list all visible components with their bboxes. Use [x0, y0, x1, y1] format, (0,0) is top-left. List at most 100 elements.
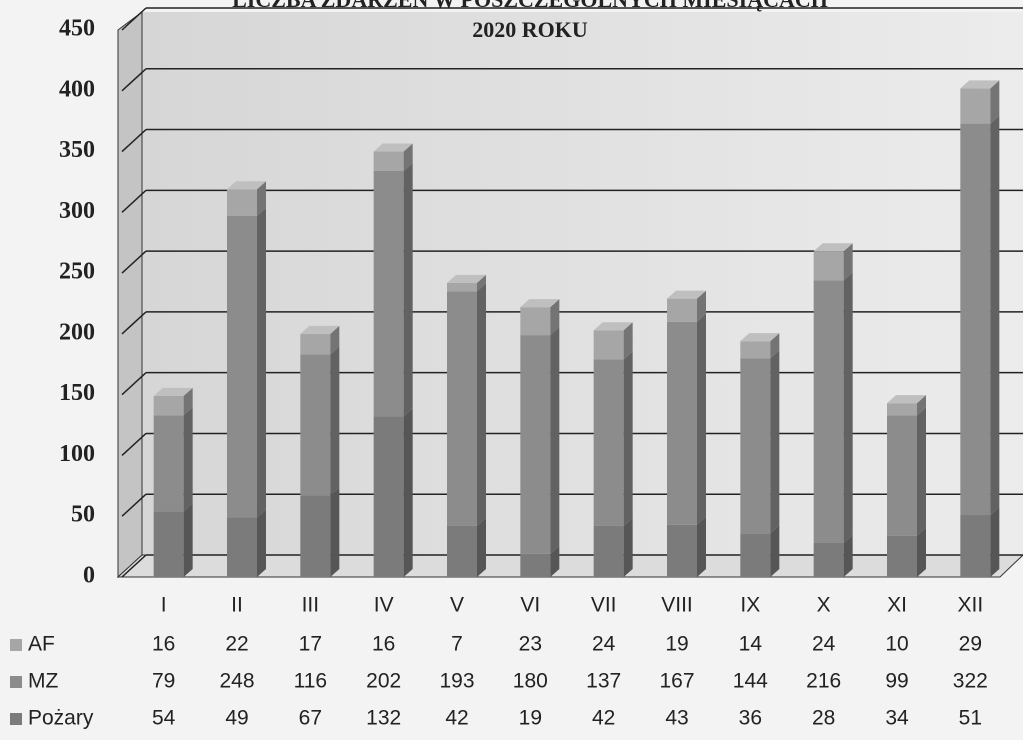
bar	[667, 321, 697, 525]
bar-top	[960, 80, 1000, 89]
table-cell: 137	[586, 670, 621, 693]
bar-side	[330, 346, 340, 496]
table-cell: 99	[885, 670, 908, 693]
bar-side	[623, 351, 633, 526]
table-cell: 49	[225, 707, 248, 730]
bar-side	[990, 80, 1000, 124]
bar	[300, 495, 331, 577]
x-tick-label: VII	[591, 594, 617, 617]
x-tick-label: I	[161, 594, 167, 617]
bar-side	[550, 545, 560, 577]
bar-side	[917, 527, 926, 577]
bar-side	[477, 517, 486, 577]
y-tick-label: 450	[59, 16, 95, 42]
y-tick-label: 350	[59, 137, 95, 163]
y-tick-label: 50	[71, 502, 95, 528]
table-cell: 16	[372, 633, 395, 656]
table-cell: 14	[739, 633, 763, 656]
x-tick-label: IV	[374, 594, 394, 617]
bar-side	[697, 516, 706, 577]
bar	[153, 395, 184, 416]
bar-side	[697, 290, 706, 322]
bar-top	[593, 322, 633, 331]
table-cell: 19	[665, 633, 688, 656]
bar	[887, 403, 917, 416]
y-tick-label: 100	[59, 441, 95, 467]
bar	[227, 189, 257, 216]
bar-side	[403, 163, 413, 417]
bar-top	[300, 325, 340, 334]
y-tick-label: 0	[83, 563, 95, 589]
bar-top	[153, 387, 193, 396]
table-cell: 24	[592, 633, 616, 656]
bar-side	[623, 322, 633, 360]
grid-line	[121, 250, 147, 274]
table-cell: 28	[812, 707, 835, 730]
bar	[300, 333, 331, 355]
bar-side	[183, 503, 193, 577]
table-cell: 116	[294, 670, 327, 693]
table-cell: 36	[739, 707, 762, 730]
bar	[300, 354, 331, 496]
bar	[740, 358, 771, 534]
bar-side	[917, 407, 926, 536]
x-tick-label: XII	[957, 594, 983, 617]
bar	[373, 171, 404, 417]
grid-line	[121, 129, 147, 153]
bar	[227, 215, 257, 518]
y-tick-label: 150	[59, 380, 95, 406]
table-cell: 17	[299, 633, 322, 656]
bar	[447, 525, 477, 577]
bar-side	[183, 407, 193, 512]
bar	[813, 542, 844, 577]
bar-side	[257, 181, 266, 216]
bar-top	[667, 290, 706, 299]
bar-side	[770, 333, 780, 359]
bar	[813, 280, 844, 543]
table-cell: 34	[885, 707, 909, 730]
bar-side	[770, 525, 780, 577]
bar-side	[403, 143, 413, 172]
table-cell: 42	[592, 707, 615, 730]
bar	[593, 525, 624, 577]
bar-side	[477, 283, 486, 526]
bar	[593, 359, 624, 526]
table-cell: 22	[225, 633, 248, 656]
table-cell: 16	[152, 633, 175, 656]
bar-side	[550, 299, 560, 336]
table-cell: 248	[219, 670, 254, 693]
bar	[447, 291, 477, 526]
bar	[667, 524, 697, 577]
table-cell: 144	[733, 670, 768, 693]
grid-line	[121, 554, 147, 578]
table-cell: 10	[885, 633, 908, 656]
bar-side	[550, 327, 560, 554]
table-cell: 42	[445, 707, 468, 730]
table-cell: 54	[152, 707, 176, 730]
bar-top	[740, 333, 780, 342]
side-wall	[117, 11, 143, 579]
legend-swatch	[10, 713, 22, 725]
grid-line	[121, 7, 147, 31]
table-cell: 29	[959, 633, 982, 656]
table-cell: 216	[806, 670, 841, 693]
x-tick-label: X	[817, 594, 831, 617]
table-cell: 202	[366, 670, 401, 693]
bar	[960, 88, 991, 124]
table-cell: 19	[519, 707, 542, 730]
bar	[813, 251, 844, 281]
grid-line	[121, 432, 147, 456]
bar	[740, 341, 771, 359]
bar-side	[770, 350, 780, 534]
y-tick-label: 200	[59, 319, 95, 345]
grid-line	[121, 372, 147, 396]
floor	[116, 554, 1023, 578]
bar	[740, 533, 771, 577]
bar-side	[183, 387, 193, 416]
grid-line	[121, 493, 147, 517]
y-tick-label: 400	[59, 76, 95, 102]
bar	[373, 151, 404, 172]
bar	[520, 553, 551, 577]
chart-subtitle: 2020 ROKU	[472, 17, 588, 42]
table-cell: 23	[519, 633, 542, 656]
